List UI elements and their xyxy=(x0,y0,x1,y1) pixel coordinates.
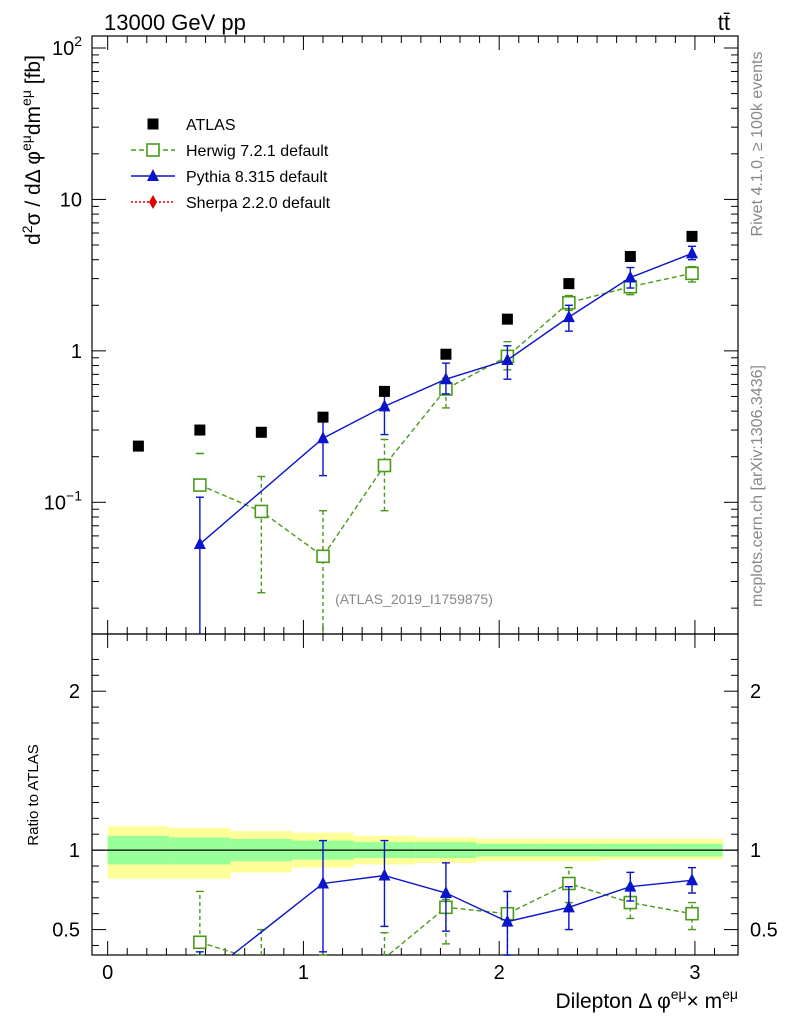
data-point xyxy=(562,310,575,323)
series-line xyxy=(199,252,693,545)
x-tick-label: 0 xyxy=(102,962,113,984)
data-point xyxy=(439,372,452,385)
series-line xyxy=(199,272,693,558)
ratio-panel: 0 1 2 3 0.5 0.5 1 1 2 2 xyxy=(52,633,778,984)
atlas-data-point xyxy=(440,348,452,360)
data-point xyxy=(193,935,207,950)
x-tick-label: 2 xyxy=(494,962,505,984)
ratio-y-tick-label-right: 2 xyxy=(750,681,761,703)
y-tick-label: 102 xyxy=(52,33,82,60)
rivet-label: Rivet 4.1.0, ≥ 100k events xyxy=(749,52,766,237)
y-tick-label: 10 xyxy=(60,189,82,211)
data-point xyxy=(193,537,206,550)
ratio-y-tick-label-right: 1 xyxy=(750,840,761,862)
ratio-y-tick-label: 1 xyxy=(69,840,80,862)
ratio-y-tick-label-right: 0.5 xyxy=(750,920,778,942)
legend-label: Herwig 7.2.1 default xyxy=(186,143,329,160)
data-point xyxy=(377,458,392,473)
legend-label: Sherpa 2.2.0 default xyxy=(186,195,331,212)
data-point xyxy=(501,914,514,927)
data-point xyxy=(685,906,699,921)
energy-label: 13000 GeV pp xyxy=(104,10,246,35)
data-point xyxy=(316,431,329,444)
legend-marker-sherpa xyxy=(149,195,157,209)
data-point xyxy=(624,879,637,892)
uncertainty-band-inner xyxy=(169,837,231,865)
atlas-data-point xyxy=(686,230,698,242)
analysis-watermark: (ATLAS_2019_I1759875) xyxy=(335,591,493,607)
data-point xyxy=(439,886,452,899)
ratio-y-tick-label: 2 xyxy=(69,681,80,703)
atlas-data-point xyxy=(317,411,329,423)
data-point xyxy=(316,876,329,889)
x-tick-label: 1 xyxy=(298,962,309,984)
data-point xyxy=(685,266,699,281)
main-panel: 10−1 1 10 102 xyxy=(44,33,739,635)
ratio-y-tick-label: 0.5 xyxy=(52,920,80,942)
legend-marker-atlas xyxy=(147,118,159,130)
legend-marker-pythia xyxy=(147,169,159,181)
legend-marker-herwig xyxy=(146,143,160,157)
data-point xyxy=(562,900,575,913)
atlas-data-point xyxy=(501,313,513,325)
data-point xyxy=(685,246,698,259)
x-axis-title: Dilepton Δ φeμ× meμ xyxy=(555,986,738,1013)
atlas-data-point xyxy=(624,250,636,262)
y-tick-label: 1 xyxy=(71,341,82,363)
atlas-data-point xyxy=(132,440,144,452)
series-line xyxy=(231,874,693,955)
data-point xyxy=(685,873,698,886)
data-point xyxy=(378,399,391,412)
ratio-frame xyxy=(91,633,739,956)
atlas-data-point xyxy=(194,424,206,436)
x-tick-label: 3 xyxy=(689,962,700,984)
y-tick-label: 10−1 xyxy=(44,487,82,514)
source-label: mcplots.cern.ch [arXiv:1306.3436] xyxy=(749,365,766,607)
data-point xyxy=(316,549,330,564)
data-point xyxy=(624,270,637,283)
data-point xyxy=(254,504,269,519)
atlas-data-point xyxy=(563,278,575,290)
legend: ATLAS Herwig 7.2.1 default Pythia 8.315 de… xyxy=(131,117,331,212)
legend-label: Pythia 8.315 default xyxy=(186,169,328,186)
atlas-data-point xyxy=(378,385,390,397)
data-point xyxy=(501,353,514,366)
main-y-axis-title: d2σ / dΔ φeμdmeμ [fb] xyxy=(18,55,45,245)
data-point xyxy=(193,478,207,492)
data-point xyxy=(378,868,391,881)
atlas-data-point xyxy=(255,426,267,438)
ratio-y-axis-title: Ratio to ATLAS xyxy=(25,744,42,845)
legend-label: ATLAS xyxy=(186,117,236,134)
process-label: tt̄ xyxy=(718,10,730,35)
